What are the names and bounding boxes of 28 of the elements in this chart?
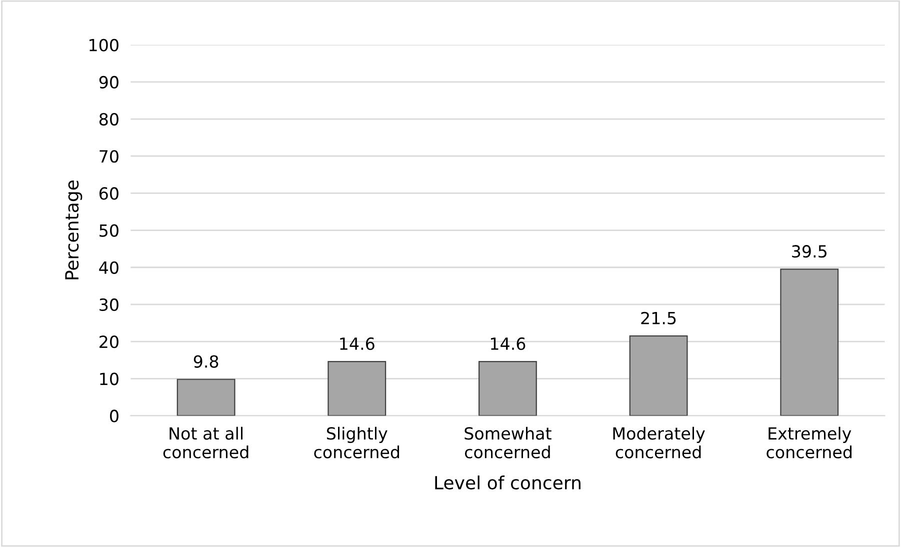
bar [629,335,688,416]
data-label: 21.5 [641,312,676,324]
x-tick-label: Extremely concerned [766,426,852,458]
y-tick-label: 100 [90,38,118,52]
data-label: 39.5 [792,245,826,258]
x-tick-label: Moderately concerned [613,426,705,458]
y-tick-label: 50 [100,224,118,237]
y-tick-label: 10 [100,372,118,386]
bar [328,361,386,416]
y-axis-title: Percentage [65,180,82,280]
x-tick-label: Somewhat concerned [464,426,552,458]
bar [478,361,537,416]
y-tick-label: 90 [99,76,118,89]
x-tick-label: Slightly concerned [314,426,400,458]
y-tick-label: 0 [110,410,118,422]
x-axis-title: Level of concern [435,476,580,490]
x-tick-label: Not at all concerned [163,426,248,458]
data-label: 14.6 [490,337,526,350]
y-tick-label: 40 [99,261,118,274]
data-label: 14.6 [340,337,374,350]
bar [780,268,839,416]
data-label: 9.8 [194,355,218,368]
y-tick-label: 60 [99,187,118,200]
y-tick-label: 70 [100,150,118,163]
y-tick-label: 20 [100,336,118,348]
bar [176,378,236,416]
y-tick-label: 80 [99,112,118,126]
y-tick-label: 30 [100,298,118,312]
